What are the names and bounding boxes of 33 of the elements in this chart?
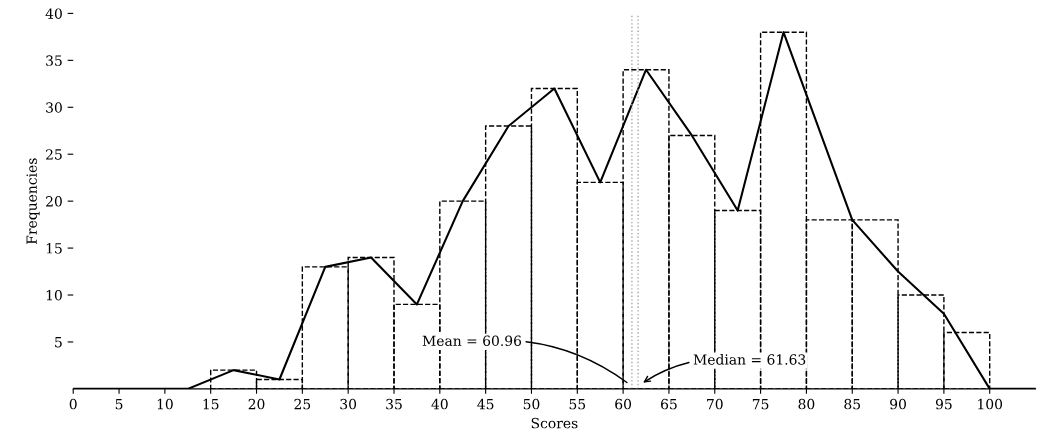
y-tick-label: 5 <box>55 337 62 348</box>
x-tick-label: 30 <box>340 398 357 410</box>
x-tick-label: 90 <box>890 398 906 410</box>
ref-line-label: Mean = 60.96 <box>422 335 522 346</box>
x-tick-label: 20 <box>248 398 265 410</box>
x-tick-label: 40 <box>431 398 448 410</box>
x-tick-label: 75 <box>752 399 769 410</box>
y-tick-label: 40 <box>45 8 62 19</box>
y-tick-label: 15 <box>46 243 62 254</box>
x-tick-label: 45 <box>477 398 494 410</box>
x-tick-label: 55 <box>569 399 586 410</box>
x-tick-label: 10 <box>157 398 173 410</box>
x-tick-label: 35 <box>386 398 402 410</box>
y-tick-label: 20 <box>46 196 62 207</box>
x-tick-label: 80 <box>798 398 815 410</box>
x-tick-label: 95 <box>935 398 952 410</box>
x-tick-label: 15 <box>203 398 219 410</box>
y-tick-label: 25 <box>46 149 62 160</box>
x-tick-label: 5 <box>115 399 123 410</box>
x-tick-label: 0 <box>69 398 77 410</box>
ref-line-label: Median = 61.63 <box>693 354 806 365</box>
x-tick-label: 70 <box>707 398 723 410</box>
y-tick-label: 30 <box>46 102 62 113</box>
x-tick-label: 25 <box>294 398 311 410</box>
x-axis-title: Scores <box>531 417 578 429</box>
x-tick-label: 100 <box>978 398 1003 410</box>
y-axis-title: Frequencies <box>26 158 40 244</box>
x-tick-label: 60 <box>615 398 632 410</box>
x-tick-label: 65 <box>661 398 677 410</box>
x-tick-label: 85 <box>844 398 861 410</box>
y-tick-label: 35 <box>46 55 62 66</box>
y-tick-label: 10 <box>46 289 62 301</box>
x-tick-label: 50 <box>523 398 540 410</box>
